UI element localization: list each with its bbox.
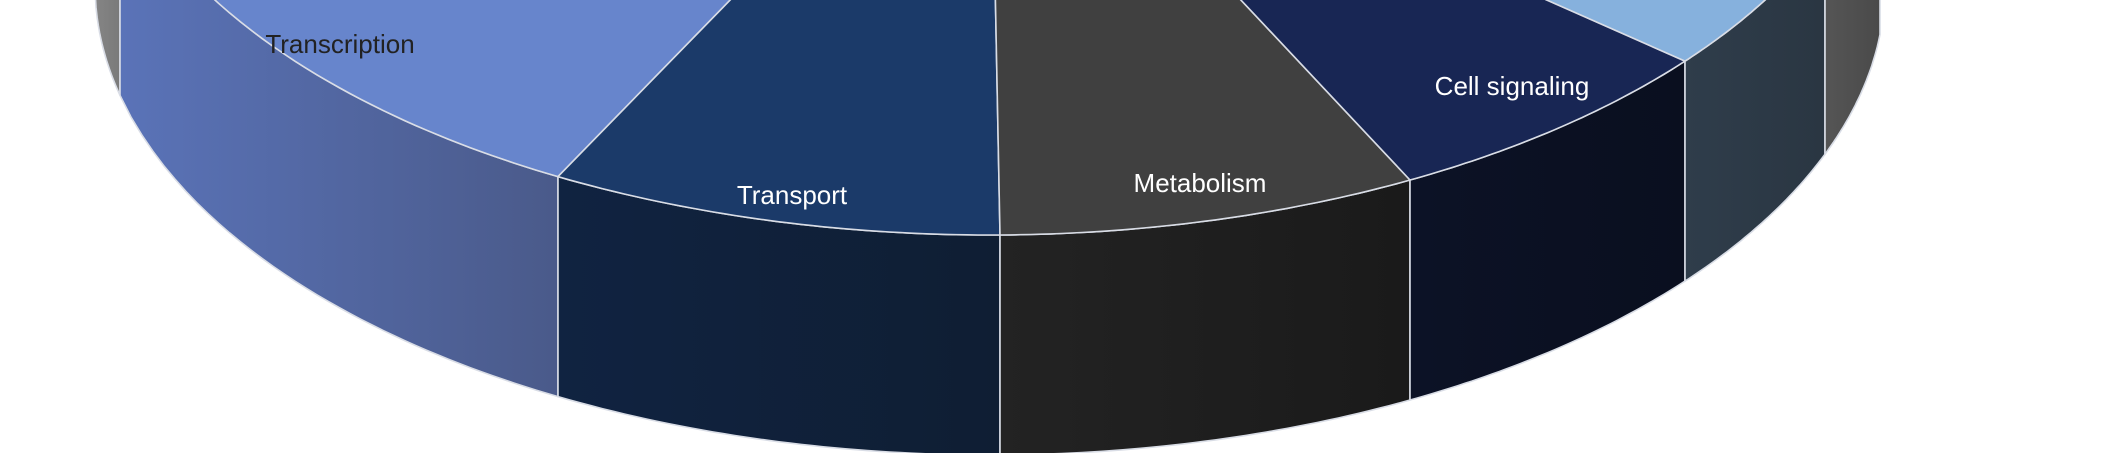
slice-label-metabolism: Metabolism bbox=[1134, 168, 1267, 198]
slice-label-transport: Transport bbox=[737, 180, 848, 210]
pie-slice-top-5 bbox=[1544, 0, 1767, 63]
pie-slice-side-0 bbox=[94, 0, 121, 96]
slice-label-transcription: Transcription bbox=[265, 29, 414, 59]
pie-slice-side-6 bbox=[1824, 0, 1881, 157]
pie-slice-top-2 bbox=[556, 0, 1001, 236]
pie-slice-top-4 bbox=[1239, 0, 1687, 181]
pie-top-faces bbox=[213, 0, 1767, 236]
slice-label-cell-signaling: Cell signaling bbox=[1435, 71, 1590, 101]
pie-slice-top-3 bbox=[994, 0, 1412, 236]
pie-slice-labels: Transcription Transport Metabolism Cell sig… bbox=[265, 29, 1589, 210]
pie-slice-top-1 bbox=[213, 0, 732, 178]
pie-side-walls bbox=[94, 0, 1881, 453]
